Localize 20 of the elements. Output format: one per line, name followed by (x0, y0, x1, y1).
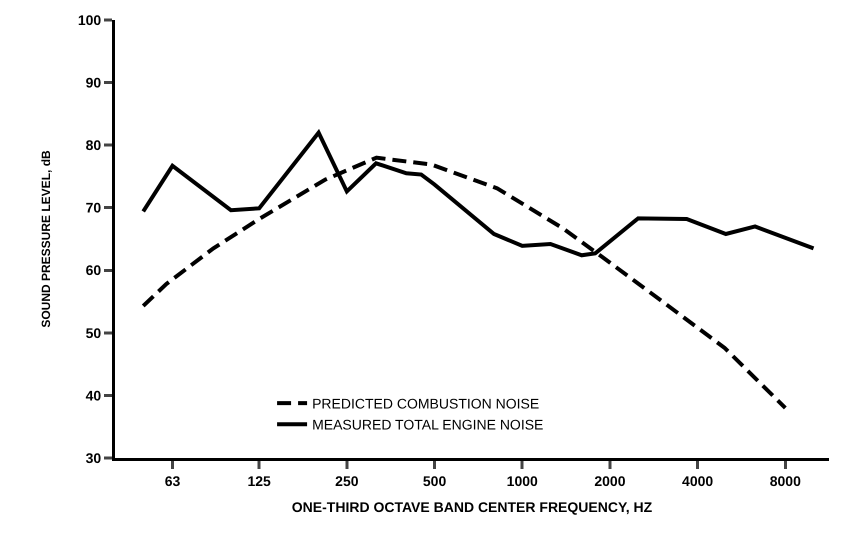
x-tick-label: 2000 (594, 472, 626, 489)
y-tick-label: 40 (86, 387, 102, 404)
y-tick-label: 90 (86, 74, 102, 90)
y-tick-label: 50 (86, 324, 102, 341)
x-tick-label: 63 (164, 472, 180, 489)
x-tick-label: 500 (422, 472, 446, 489)
y-tick-label: 100 (78, 12, 102, 28)
x-tick-label: 250 (335, 472, 359, 489)
y-axis-title: SOUND PRESSURE LEVEL, dB (39, 150, 54, 328)
x-tick-label: 125 (247, 472, 272, 489)
y-tick-label: 30 (86, 450, 102, 466)
y-tick-label: 60 (86, 262, 102, 278)
legend-label: MEASURED TOTAL ENGINE NOISE (312, 416, 544, 433)
x-axis-title: ONE-THIRD OCTAVE BAND CENTER FREQUENCY, HZ (292, 499, 653, 516)
legend-label: PREDICTED COMBUSTION NOISE (312, 396, 540, 412)
x-tick-label: 4000 (682, 472, 714, 489)
x-tick-label: 8000 (770, 472, 802, 489)
y-tick-label: 80 (86, 137, 102, 154)
y-tick-label: 70 (86, 200, 102, 216)
x-tick-label: 1000 (506, 472, 538, 489)
